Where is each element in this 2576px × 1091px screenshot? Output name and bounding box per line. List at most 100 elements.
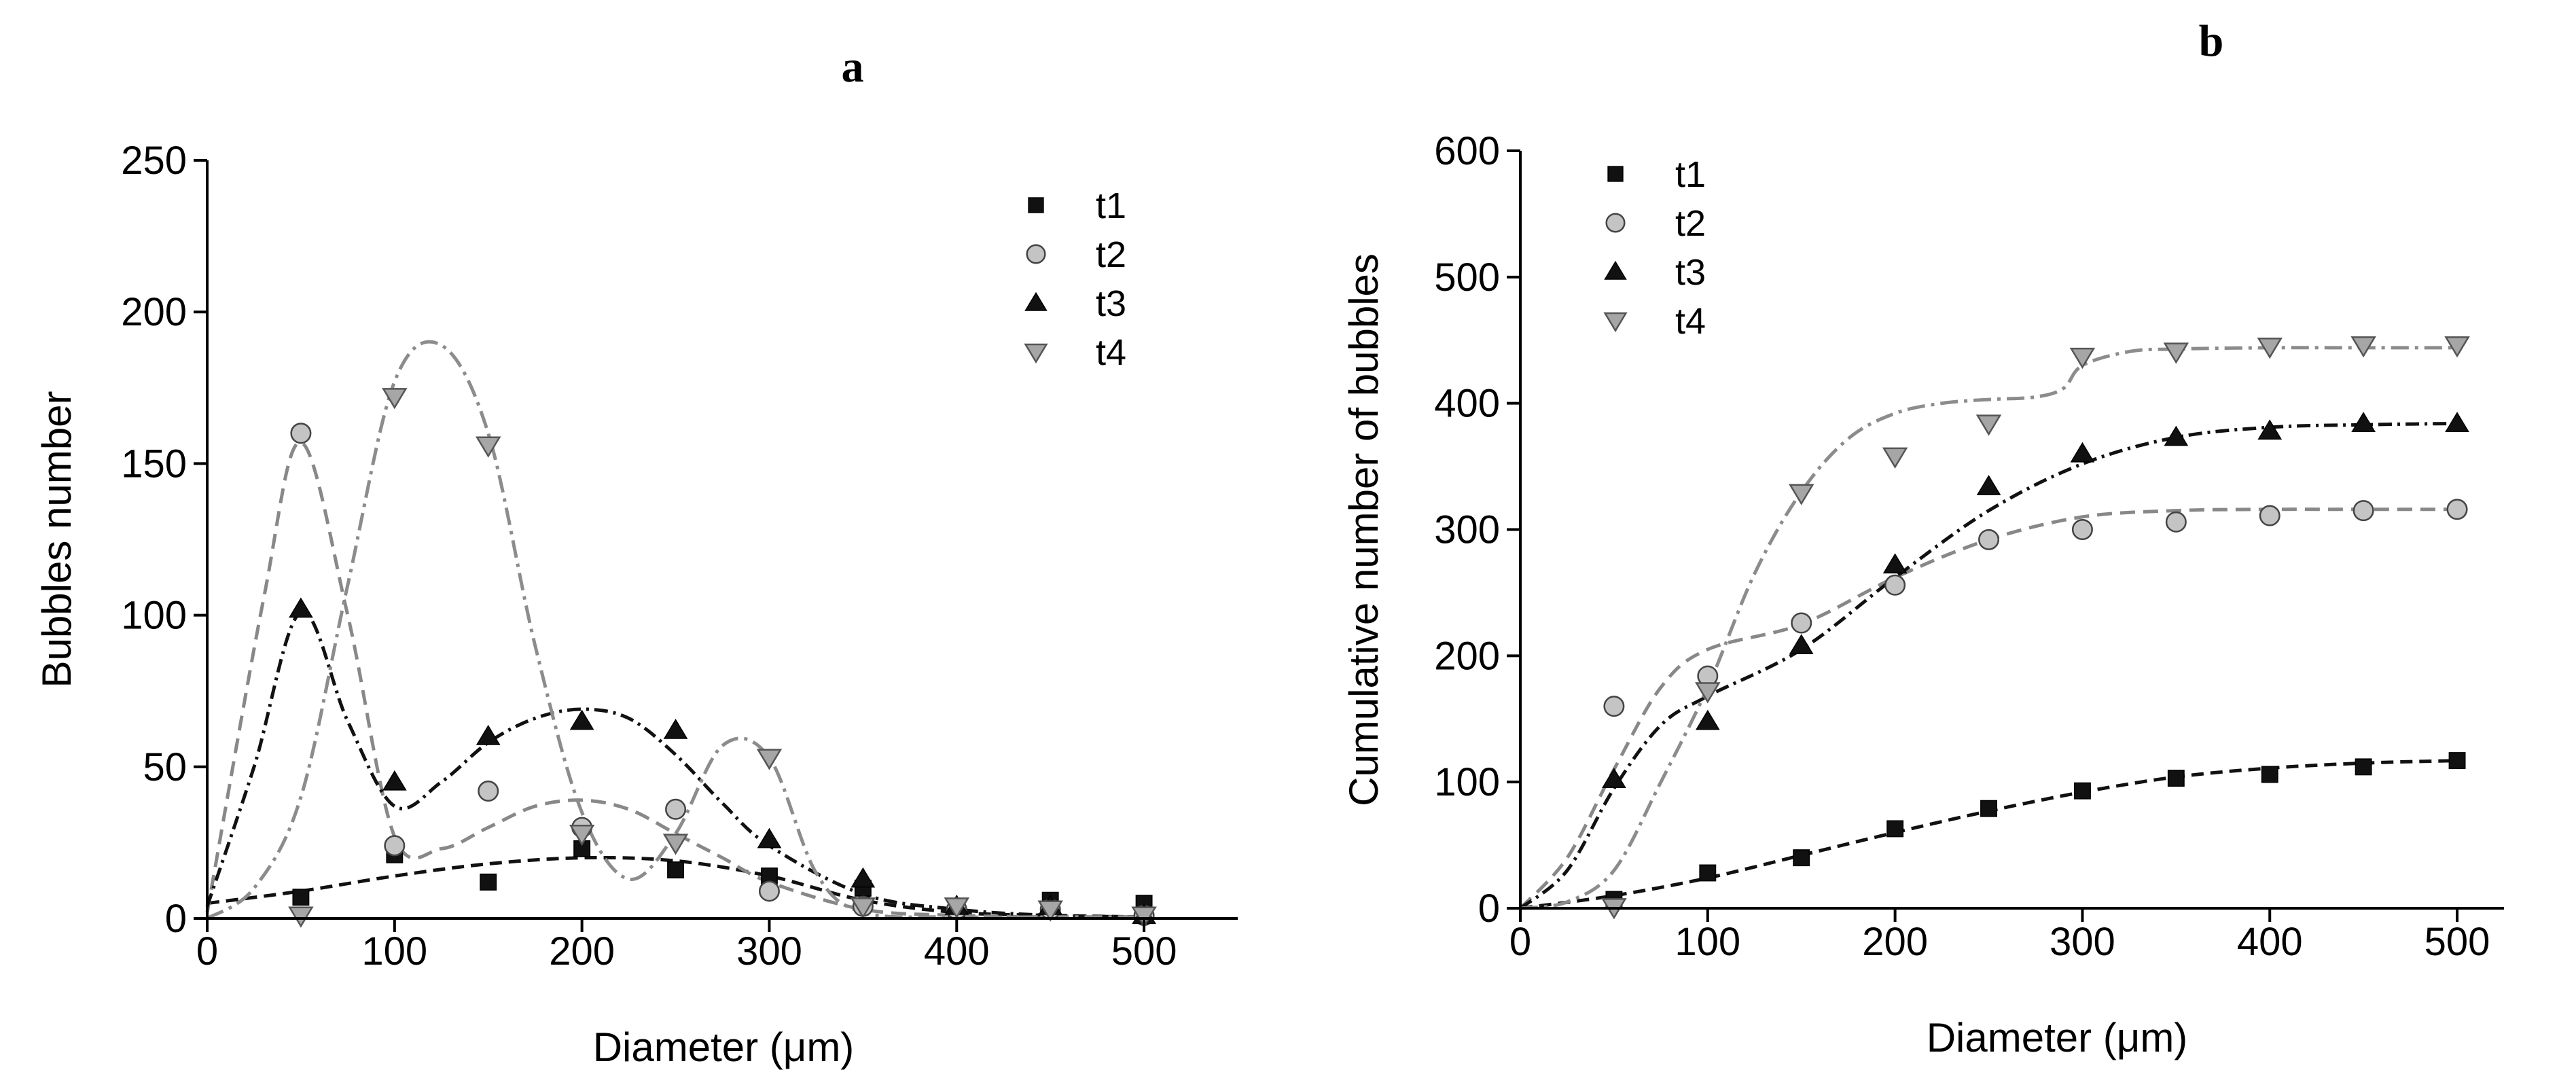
point-a-t1-0 [292,889,310,906]
point-b-t3-6 [2164,425,2189,446]
legend-label-b-t2: t2 [1675,203,1706,244]
x-tick-label-a-3: 300 [736,929,802,973]
point-b-t3-3 [1882,553,1908,574]
legend-label-a-t1: t1 [1096,185,1126,226]
point-b-t1-7 [2261,766,2278,783]
point-a-t3-1 [382,770,407,791]
x-tick-label-b-2: 200 [1862,920,1928,964]
point-a-t1-4 [667,861,684,879]
legend-label-b-t1: t1 [1675,154,1706,195]
legend-b: t1 t2 t3 t4 [1603,154,1706,342]
point-b-t2-0 [1603,696,1625,717]
point-a-t4-2 [475,436,501,458]
point-b-t4-3 [1882,447,1908,469]
plot-area-b [1519,336,2470,920]
point-b-t3-1 [1695,709,1720,730]
fit-curve-a-t2 [205,440,1145,919]
legend-label-b-t4: t4 [1675,301,1706,342]
point-b-t2-7 [2259,505,2280,526]
point-b-t4-6 [2163,342,2189,364]
series-b-t2 [1603,499,2468,717]
point-b-t4-5 [2069,347,2096,370]
x-tick-label-b-4: 400 [2237,920,2303,964]
x-axis-title-a: Diameter (μm) [593,1024,855,1070]
legend-marker-a-t2 [1026,244,1046,264]
series-a-t4 [288,388,1157,928]
point-a-t2-2 [478,781,499,802]
point-b-t2-4 [1978,529,2000,550]
fit-curve-a-t1 [207,855,1145,919]
point-a-t4-7 [944,897,970,919]
x-axis-title-b: Diameter (μm) [1927,1015,2188,1060]
point-b-t4-1 [1695,682,1721,704]
y-tick-label-b-2: 200 [1434,634,1500,678]
point-b-t3-5 [2070,442,2095,463]
legend-marker-b-t2 [1605,213,1626,233]
plot-area-a [205,340,1157,928]
point-b-t3-9 [2445,412,2469,432]
point-a-t4-8 [1037,900,1063,922]
legend-label-b-t3: t3 [1675,252,1706,293]
point-a-t1-2 [480,873,497,891]
x-tick-label-a-0: 0 [196,929,218,973]
chart-panel-b: b 0 100 200 300 400 500 0 100 200 300 400 500 600 Di… [1341,16,2504,1060]
point-b-t1-9 [2448,752,2466,770]
point-b-t2-8 [2353,500,2374,522]
legend-marker-b-t1 [1607,166,1624,182]
y-axis-title-b: Cumulative number of bubbles [1341,253,1387,806]
point-b-t3-8 [2351,412,2376,432]
point-b-t3-0 [1602,768,1626,789]
point-b-t3-2 [1789,634,1814,655]
point-b-t1-5 [2073,782,2091,800]
legend-marker-b-t3 [1604,260,1627,280]
y-tick-label-a-5: 250 [121,139,187,183]
point-b-t1-1 [1699,864,1717,882]
y-tick-label-b-5: 500 [1434,255,1500,300]
point-b-t3-7 [2257,419,2283,440]
legend-label-a-t2: t2 [1096,234,1126,275]
point-b-t1-4 [1980,800,1997,817]
point-b-t2-2 [1791,612,1812,634]
point-a-t4-0 [288,906,314,928]
ticks-a: 0 100 200 300 400 500 0 50 100 150 200 250 [121,139,1177,973]
point-a-t4-5 [756,749,783,770]
legend-a: t1 t2 t3 t4 [1024,185,1126,373]
y-tick-label-a-2: 100 [121,594,187,638]
x-tick-label-b-5: 500 [2425,920,2490,964]
y-tick-label-a-4: 200 [121,290,187,334]
point-b-t1-3 [1886,820,1904,838]
y-axis-title-a: Bubbles number [34,391,79,688]
x-tick-label-a-2: 200 [549,929,615,973]
x-tick-label-b-3: 300 [2050,920,2115,964]
point-a-t4-3 [569,824,595,846]
point-b-t4-2 [1788,484,1814,505]
point-a-t4-9 [1131,906,1157,928]
panel-letter-a: a [842,42,864,92]
point-a-t4-6 [850,897,876,919]
point-b-t4-7 [2257,337,2283,359]
x-tick-label-a-5: 500 [1111,929,1177,973]
series-b-t3 [1602,412,2469,789]
legend-marker-a-t4 [1024,343,1048,364]
series-b-t1 [1605,752,2466,908]
point-b-t1-6 [2167,770,2185,787]
x-tick-label-a-4: 400 [924,929,990,973]
y-tick-label-b-0: 0 [1478,887,1500,931]
x-tick-label-b-1: 100 [1675,920,1740,964]
point-b-t2-6 [2165,511,2187,533]
panel-letter-b: b [2199,16,2224,66]
ticks-b: 0 100 200 300 400 500 0 100 200 300 400 500 600 [1434,129,2490,964]
series-b-t4 [1601,336,2470,920]
point-a-t2-0 [290,423,312,444]
y-tick-label-a-3: 150 [121,442,187,486]
point-a-t3-5 [757,827,782,848]
point-b-t3-4 [1976,475,2001,495]
y-tick-label-b-6: 600 [1434,129,1500,173]
point-a-t3-2 [476,724,501,745]
point-b-t4-4 [1975,414,2002,436]
chart-panel-a: a 0 100 200 300 400 500 0 50 100 150 200 250 Diamet… [34,42,1238,1070]
point-a-t3-6 [851,867,876,888]
y-tick-label-a-0: 0 [165,897,187,941]
legend-marker-a-t1 [1028,197,1044,213]
